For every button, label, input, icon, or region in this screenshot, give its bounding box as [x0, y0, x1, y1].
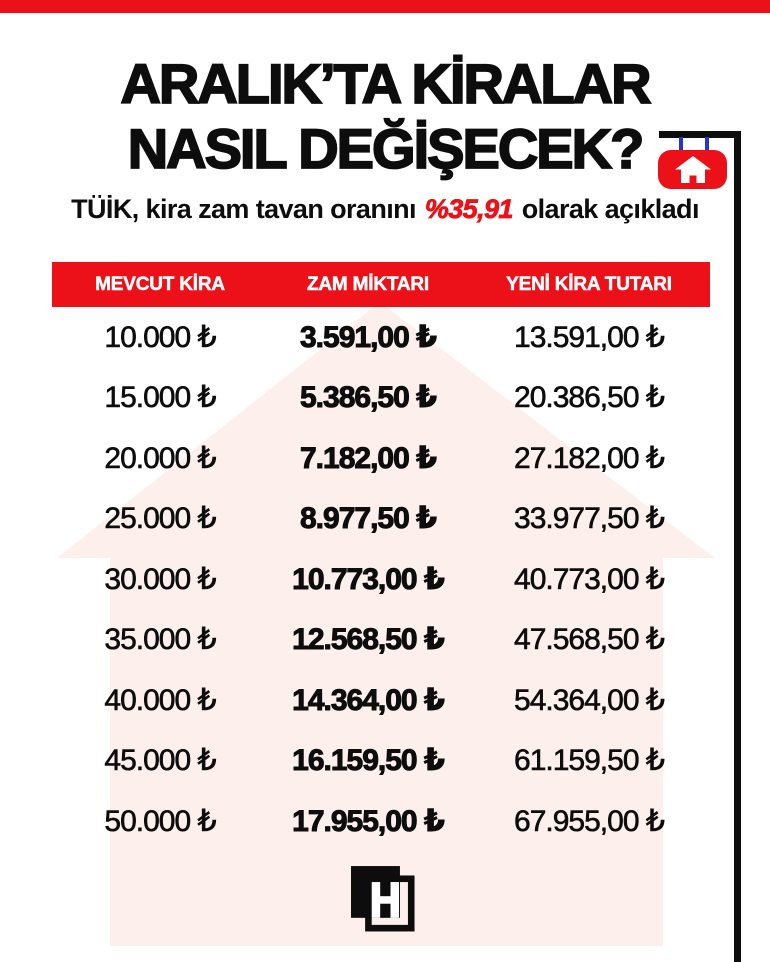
table-row: 35.000 ₺ 12.568,50 ₺ 47.568,50 ₺	[52, 610, 710, 671]
current-rent-cell: 35.000 ₺	[104, 623, 217, 657]
sign-hanger-left	[679, 137, 683, 151]
table-row: 15.000 ₺ 5.386,50 ₺ 20.386,50 ₺	[52, 368, 710, 429]
table-header: MEVCUT KİRA ZAM MİKTARI YENİ KİRA TUTARI	[52, 262, 710, 307]
subtitle-suffix: olarak açıkladı	[514, 194, 700, 224]
new-rent-cell: 40.773,00 ₺	[514, 562, 665, 596]
increase-amount-cell: 12.568,50 ₺	[292, 623, 446, 657]
increase-amount-cell: 16.159,50 ₺	[292, 744, 446, 778]
increase-amount-cell: 14.364,00 ₺	[292, 683, 446, 717]
increase-amount-cell: 17.955,00 ₺	[292, 804, 446, 838]
current-rent-cell: 45.000 ₺	[104, 744, 217, 778]
increase-amount-cell: 5.386,50 ₺	[300, 381, 438, 415]
new-rent-cell: 67.955,00 ₺	[514, 804, 665, 838]
subtitle-prefix: TÜİK, kira zam tavan oranını	[71, 194, 423, 224]
current-rent-cell: 40.000 ₺	[104, 683, 217, 717]
current-rent-cell: 10.000 ₺	[104, 320, 217, 354]
table-row: 10.000 ₺ 3.591,00 ₺ 13.591,00 ₺	[52, 307, 710, 368]
new-rent-cell: 33.977,50 ₺	[514, 502, 665, 536]
new-rent-cell: 61.159,50 ₺	[514, 744, 665, 778]
new-rent-cell: 47.568,50 ₺	[514, 623, 665, 657]
house-icon	[674, 156, 711, 183]
increase-amount-cell: 10.773,00 ₺	[292, 562, 446, 596]
sign-pole-horizontal	[659, 131, 741, 138]
page-title: ARALIK’TA KİRALAR NASIL DEĞİŞECEK?	[0, 51, 770, 181]
new-rent-cell: 54.364,00 ₺	[514, 683, 665, 717]
table-row: 45.000 ₺ 16.159,50 ₺ 61.159,50 ₺	[52, 731, 710, 792]
table-body: 10.000 ₺ 3.591,00 ₺ 13.591,00 ₺ 15.000 ₺ 5.3…	[52, 307, 710, 852]
vertical-rule	[734, 131, 741, 962]
table-row: 50.000 ₺ 17.955,00 ₺ 67.955,00 ₺	[52, 791, 710, 852]
current-rent-cell: 15.000 ₺	[104, 381, 217, 415]
new-rent-cell: 27.182,00 ₺	[514, 441, 665, 475]
table-row: 25.000 ₺ 8.977,50 ₺ 33.977,50 ₺	[52, 489, 710, 550]
top-red-bar	[0, 0, 770, 13]
subtitle: TÜİK, kira zam tavan oranını %35,91 olar…	[0, 192, 770, 226]
col-header-new-rent: YENİ KİRA TUTARI	[506, 273, 672, 295]
current-rent-cell: 20.000 ₺	[104, 441, 217, 475]
current-rent-cell: 50.000 ₺	[104, 804, 217, 838]
increase-amount-cell: 3.591,00 ₺	[300, 320, 438, 354]
current-rent-cell: 25.000 ₺	[104, 502, 217, 536]
title-line-1: ARALIK’TA KİRALAR	[120, 51, 653, 116]
current-rent-cell: 30.000 ₺	[104, 562, 217, 596]
rate-highlight: %35,91	[424, 194, 513, 225]
increase-amount-cell: 7.182,00 ₺	[300, 441, 438, 475]
hurriyet-h-logo	[351, 866, 415, 932]
col-header-increase-amount: ZAM MİKTARI	[307, 273, 430, 295]
table-row: 40.000 ₺ 14.364,00 ₺ 54.364,00 ₺	[52, 670, 710, 731]
new-rent-cell: 13.591,00 ₺	[514, 320, 665, 354]
title-line-2: NASIL DEĞİŞECEK?	[127, 116, 645, 181]
new-rent-cell: 20.386,50 ₺	[514, 381, 665, 415]
increase-amount-cell: 8.977,50 ₺	[300, 502, 438, 536]
table-row: 30.000 ₺ 10.773,00 ₺ 40.773,00 ₺	[52, 549, 710, 610]
table-row: 20.000 ₺ 7.182,00 ₺ 27.182,00 ₺	[52, 428, 710, 489]
sign-hanger-right	[705, 137, 709, 151]
col-header-current-rent: MEVCUT KİRA	[95, 273, 225, 295]
house-sign	[658, 150, 727, 189]
